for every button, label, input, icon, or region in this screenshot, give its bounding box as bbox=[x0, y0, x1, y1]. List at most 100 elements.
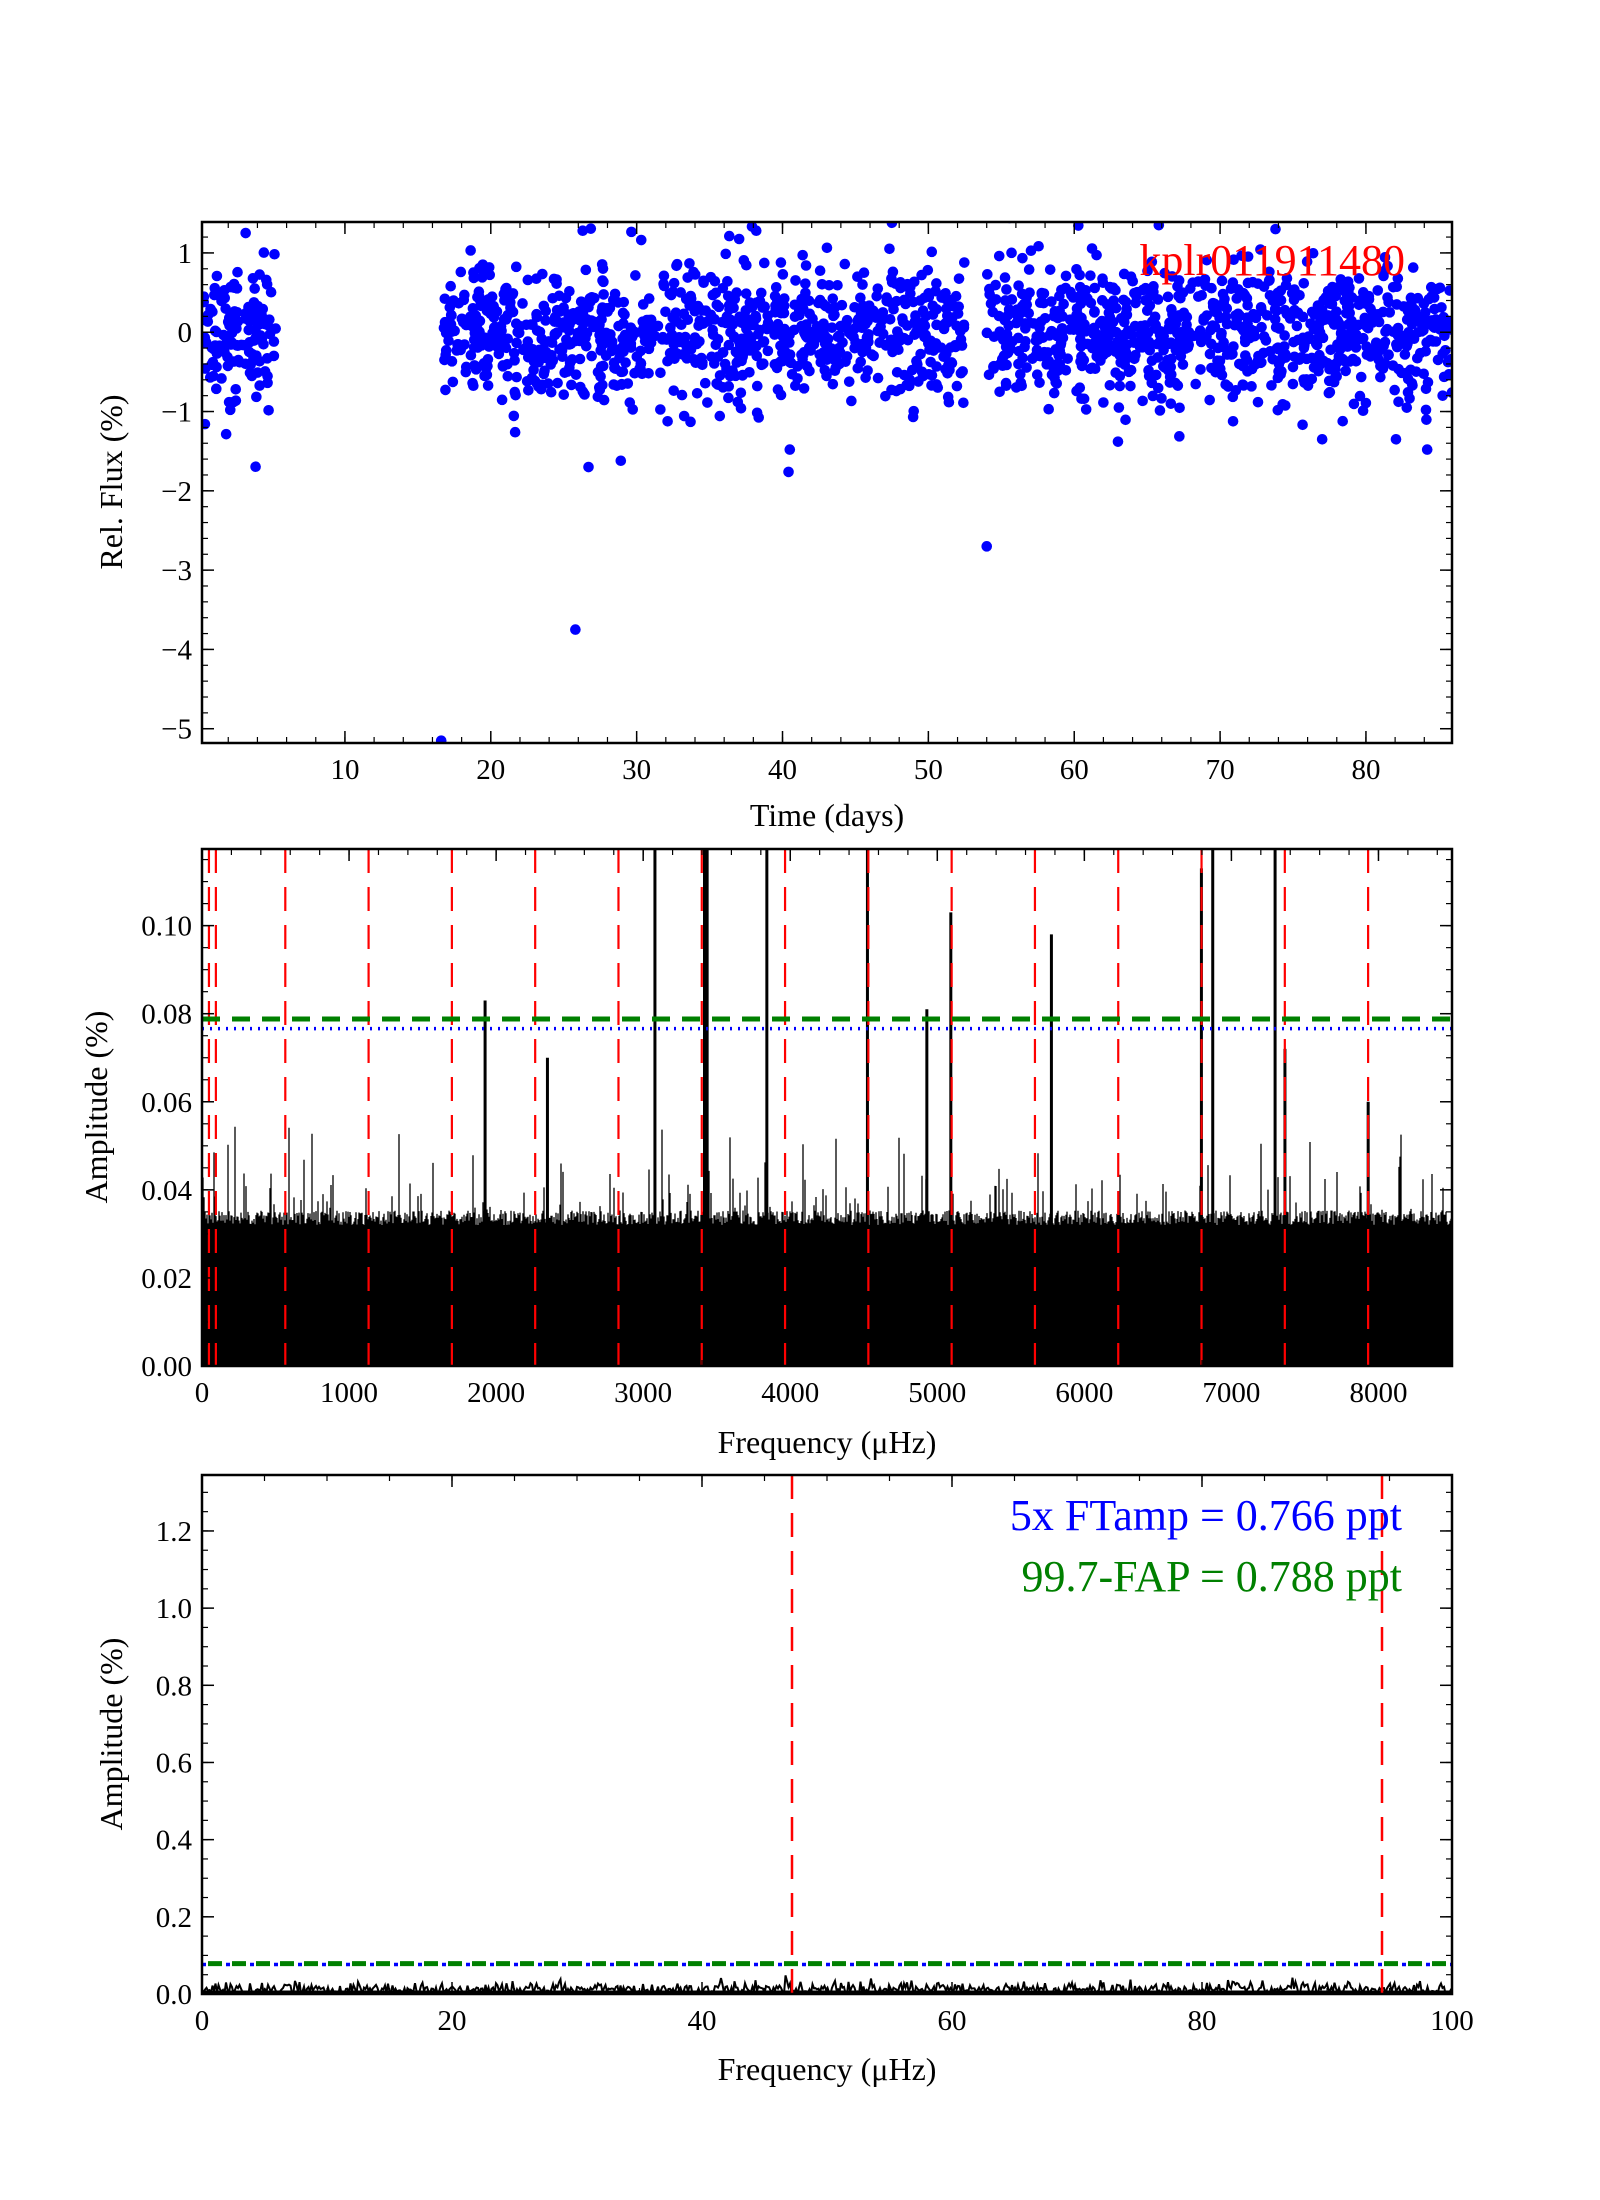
data-point bbox=[1269, 314, 1281, 325]
data-point bbox=[1143, 336, 1155, 348]
data-point bbox=[1140, 282, 1151, 294]
data-point bbox=[1348, 332, 1360, 343]
data-point bbox=[1432, 354, 1444, 366]
data-point bbox=[823, 279, 835, 291]
data-point bbox=[1238, 325, 1249, 336]
data-point bbox=[1089, 282, 1101, 294]
data-point bbox=[445, 280, 456, 292]
data-point bbox=[1443, 368, 1452, 380]
data-point bbox=[244, 367, 256, 379]
data-point bbox=[1036, 287, 1048, 299]
data-point bbox=[1178, 307, 1190, 319]
data-point bbox=[751, 350, 763, 362]
data-point bbox=[1074, 382, 1086, 394]
data-point bbox=[800, 278, 811, 289]
data-point bbox=[1375, 360, 1386, 372]
data-point bbox=[993, 250, 1005, 262]
data-point bbox=[1123, 366, 1135, 378]
data-point bbox=[465, 349, 477, 361]
data-point bbox=[1389, 384, 1400, 396]
data-point bbox=[667, 286, 679, 298]
data-point bbox=[988, 363, 1000, 374]
data-point bbox=[702, 397, 713, 408]
data-point bbox=[269, 248, 280, 260]
data-point bbox=[772, 318, 784, 330]
data-point bbox=[622, 329, 634, 340]
data-point bbox=[224, 404, 236, 416]
data-point bbox=[263, 404, 274, 416]
data-point bbox=[735, 387, 747, 399]
data-point bbox=[684, 258, 695, 269]
outlier-point bbox=[981, 541, 993, 552]
data-point bbox=[1114, 380, 1126, 392]
data-point bbox=[1396, 336, 1408, 347]
data-point bbox=[1087, 362, 1098, 374]
data-point bbox=[1391, 299, 1403, 310]
data-point bbox=[1391, 281, 1403, 293]
data-point bbox=[735, 402, 747, 414]
data-point bbox=[602, 306, 613, 317]
data-point bbox=[488, 301, 499, 313]
data-point bbox=[1372, 285, 1384, 296]
data-point bbox=[662, 415, 673, 427]
data-point bbox=[232, 266, 243, 278]
data-point bbox=[1106, 283, 1117, 294]
data-point bbox=[923, 338, 934, 349]
data-point bbox=[1031, 369, 1043, 381]
data-point bbox=[202, 316, 214, 327]
data-point bbox=[1212, 342, 1224, 354]
data-point bbox=[821, 348, 832, 360]
outlier-point bbox=[750, 225, 762, 237]
data-point bbox=[1396, 367, 1407, 379]
data-point bbox=[707, 324, 718, 336]
data-point bbox=[1269, 303, 1281, 315]
data-point bbox=[510, 389, 521, 401]
x-tick-label: 1000 bbox=[320, 1377, 378, 1409]
data-point bbox=[1156, 393, 1167, 404]
data-point bbox=[652, 320, 664, 332]
data-point bbox=[551, 327, 563, 338]
data-point bbox=[783, 466, 794, 478]
data-point bbox=[1305, 318, 1316, 330]
data-point bbox=[1445, 353, 1452, 365]
data-point bbox=[525, 319, 537, 330]
data-point bbox=[1131, 286, 1143, 298]
data-point bbox=[1277, 351, 1288, 363]
data-point bbox=[827, 293, 839, 304]
data-point bbox=[460, 319, 472, 331]
data-point bbox=[1408, 333, 1420, 345]
data-point bbox=[1028, 318, 1040, 329]
data-point bbox=[1410, 366, 1422, 377]
data-point bbox=[1298, 278, 1310, 289]
data-point bbox=[911, 355, 922, 367]
data-point bbox=[780, 329, 791, 341]
y-tick-label: 0.4 bbox=[156, 1825, 193, 1857]
data-point bbox=[872, 372, 884, 384]
data-point bbox=[611, 380, 623, 391]
x-axis-label-time: Time (days) bbox=[750, 797, 904, 833]
data-point bbox=[655, 367, 666, 379]
data-point bbox=[1318, 294, 1329, 306]
data-point bbox=[637, 316, 649, 327]
outlier-point bbox=[577, 225, 588, 237]
data-point bbox=[772, 384, 784, 395]
data-point bbox=[455, 266, 467, 278]
data-point bbox=[552, 377, 563, 389]
data-point bbox=[230, 383, 242, 395]
data-point bbox=[1287, 378, 1299, 390]
data-point bbox=[256, 309, 267, 321]
data-point bbox=[724, 230, 735, 242]
data-point bbox=[1272, 404, 1284, 416]
data-point bbox=[1118, 294, 1129, 306]
data-point bbox=[881, 292, 893, 303]
data-point bbox=[572, 327, 584, 339]
data-point bbox=[570, 313, 582, 324]
data-point bbox=[1292, 334, 1304, 346]
y-axis-label-amplitude-low: Amplitude (%) bbox=[93, 1638, 129, 1831]
data-point bbox=[1194, 325, 1206, 336]
data-point bbox=[692, 300, 704, 312]
data-point bbox=[671, 258, 683, 270]
periodogram-panel: 0 1000 2000 3000 4000 5000 6000 7000 8000 0.00 0.0… bbox=[141, 847, 1454, 1409]
